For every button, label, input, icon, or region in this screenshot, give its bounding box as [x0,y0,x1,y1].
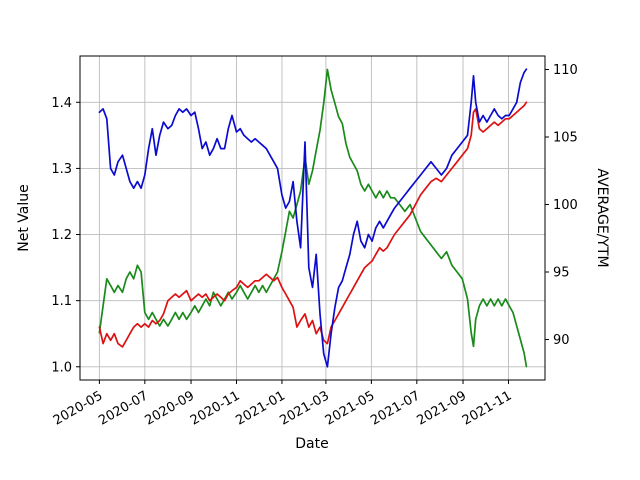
y-tick-label-left: 1.4 [51,96,72,111]
series-line-average-ytm-green [98,68,528,368]
y-axis-label-right: AVERAGE/YTM [594,168,610,268]
y-tick-label-left: 1.3 [51,162,72,177]
y-axis-label-left: Net Value [16,184,32,252]
x-tick-label: 2021-01 [233,388,288,428]
plot-frame [79,55,546,381]
x-tick-label: 2020-07 [96,388,151,428]
x-tick-label: 2021-07 [368,388,423,428]
y-tick-label-right: 105 [553,131,578,146]
y-tick-label-right: 90 [553,333,570,348]
y-tick-label-left: 1.0 [51,360,72,375]
y-tick-label-right: 95 [553,266,570,281]
x-tick-label: 2021-09 [414,388,469,428]
x-tick-label: 2020-11 [188,388,243,428]
series-line-net-value-red [98,101,528,348]
series-line-net-value-blue [98,68,528,368]
y-tick-label-left: 1.1 [51,294,72,309]
x-tick-label: 2021-03 [277,388,332,428]
x-tick-label: 2020-05 [51,388,106,428]
x-tick-label: 2021-05 [323,388,378,428]
y-tick-label-left: 1.2 [51,228,72,243]
x-axis-label: Date [295,436,329,452]
y-tick-label-right: 110 [553,63,578,78]
x-tick-label: 2020-09 [142,388,197,428]
x-tick-label: 2021-11 [460,388,515,428]
y-tick-label-right: 100 [553,198,578,213]
